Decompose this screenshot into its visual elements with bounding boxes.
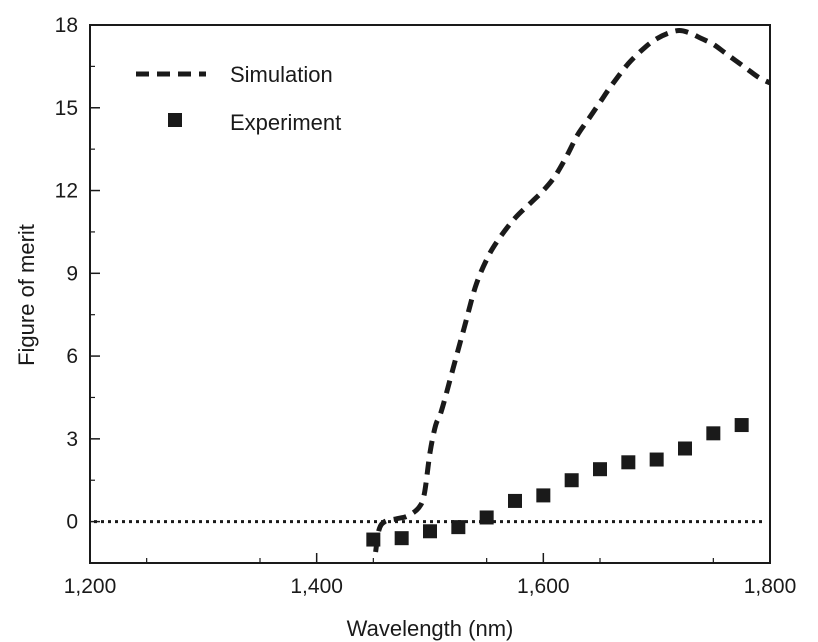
experiment-point	[366, 532, 381, 547]
experiment-point	[508, 493, 522, 508]
axes-layer: 1,200 1,400 1,600 1,800 0 3 6 9 12 15 18	[55, 14, 797, 598]
x-axis-title: Wavelength (nm)	[347, 616, 514, 641]
y-tick-label: 9	[66, 262, 78, 285]
experiment-point	[593, 462, 607, 477]
legend-experiment-swatch	[168, 113, 182, 127]
x-tick-label: 1,400	[290, 575, 343, 598]
legend: Simulation Experiment	[136, 62, 341, 135]
y-axis-title: Figure of merit	[14, 224, 39, 366]
experiment-point	[678, 441, 692, 456]
experiment-point	[649, 452, 664, 467]
x-tick-label: 1,600	[517, 575, 570, 598]
y-tick-label: 3	[66, 428, 78, 451]
series-layer	[94, 27, 772, 553]
legend-simulation-label: Simulation	[230, 62, 333, 87]
y-tick-label: 0	[66, 511, 78, 534]
experiment-point	[564, 473, 579, 488]
x-tick-label: 1,200	[64, 575, 117, 598]
experiment-point	[536, 488, 551, 503]
experiment-point	[423, 524, 437, 539]
y-tick-label: 6	[66, 345, 78, 368]
experiment-point	[479, 510, 494, 525]
plot-frame	[89, 24, 771, 564]
legend-experiment-label: Experiment	[230, 110, 341, 135]
y-tick-label: 18	[55, 14, 78, 37]
experiment-point	[706, 426, 721, 441]
x-tick-label: 1,800	[744, 575, 797, 598]
experiment-point	[451, 520, 466, 535]
experiment-point	[621, 455, 636, 470]
y-tick-label: 15	[55, 97, 78, 120]
simulation-line	[373, 27, 772, 553]
experiment-point	[734, 418, 749, 433]
experiment-point	[394, 531, 409, 546]
y-tick-label: 12	[55, 180, 78, 203]
